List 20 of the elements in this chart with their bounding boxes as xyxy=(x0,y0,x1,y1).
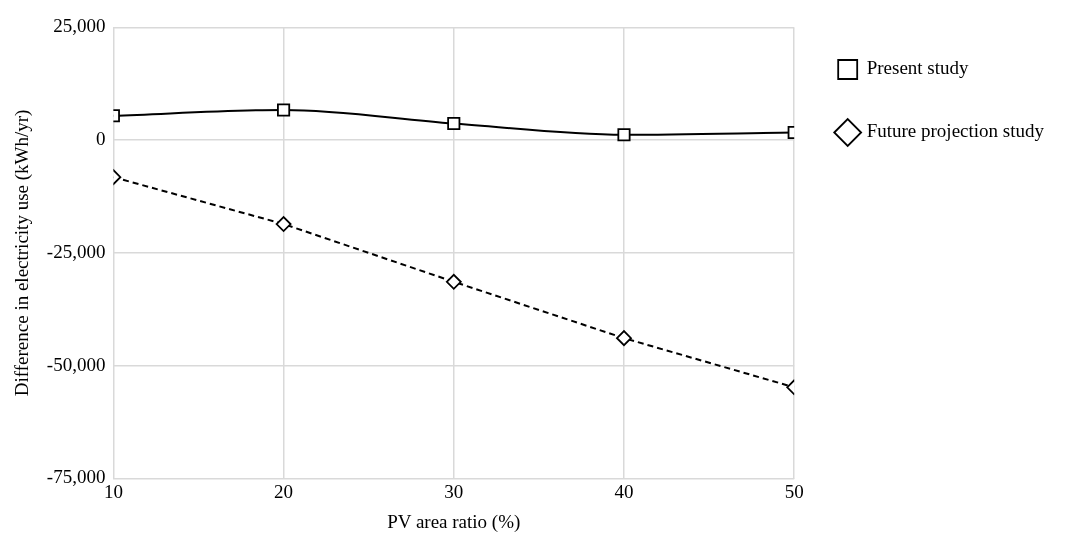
x-tick-label: 30 xyxy=(444,480,464,502)
y-tick-label: 25,000 xyxy=(53,15,106,37)
point xyxy=(277,103,291,117)
x-tick-label: 20 xyxy=(274,480,294,502)
legend-label: Future projection study xyxy=(866,120,1045,142)
x-tick-label: 40 xyxy=(614,480,634,502)
y-tick-label: -25,000 xyxy=(46,240,106,262)
point xyxy=(445,273,462,290)
point xyxy=(275,216,292,232)
point xyxy=(617,128,631,142)
y-tick-label: -50,000 xyxy=(46,353,106,375)
point xyxy=(447,116,461,131)
x-tick-label: 10 xyxy=(103,480,123,502)
legend-label: Present study xyxy=(866,57,970,79)
x-tick-label: 50 xyxy=(784,480,804,502)
y-tick-label: -75,000 xyxy=(46,466,106,488)
y-axis-title: Difference in electricity use (kWh/yr) xyxy=(11,109,34,397)
x-axis-title: PV area ratio (%) xyxy=(387,510,521,533)
point xyxy=(616,330,632,347)
y-tick-label: 0 xyxy=(95,128,106,150)
